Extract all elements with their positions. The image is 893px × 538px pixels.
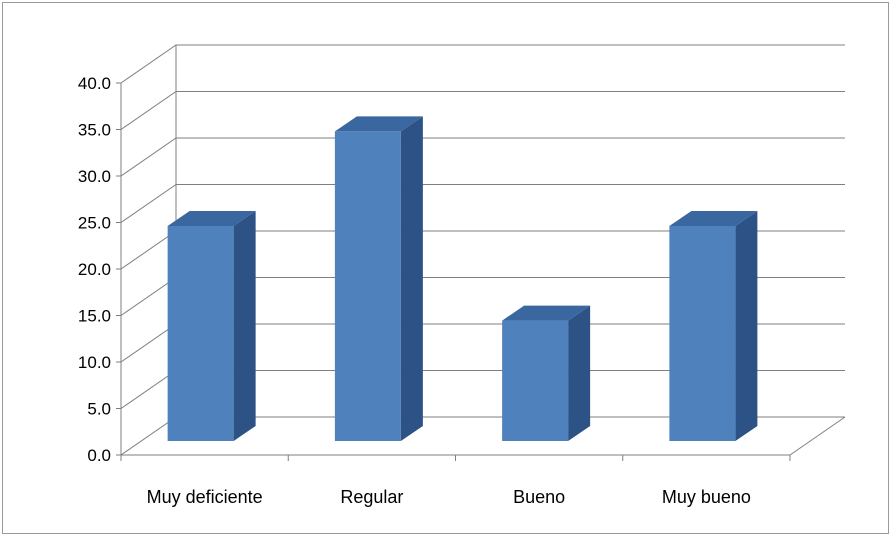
bars (167, 116, 758, 442)
floor-right-edge (789, 416, 846, 456)
bar-side (233, 211, 256, 441)
y-tick-label: 15.0 (78, 307, 111, 326)
y-tick-label: 35.0 (78, 121, 111, 140)
bar-front (669, 226, 736, 441)
category-label: Regular (340, 487, 403, 507)
gridline (120, 184, 845, 223)
bar-side (735, 211, 758, 441)
y-tick-label: 40.0 (78, 74, 111, 93)
bar-front (334, 131, 401, 441)
gridline (120, 137, 845, 177)
bar-side (568, 305, 591, 441)
category-labels: Muy deficiente Regular Bueno Muy bueno (147, 487, 751, 507)
y-tick-label: 0.0 (87, 446, 111, 465)
bar-front (502, 320, 569, 441)
bar-front (167, 226, 234, 441)
bar-chart: 0.0 5.0 10.0 15.0 20.0 25.0 30.0 35.0 40.0 Muy d… (78, 44, 846, 507)
y-tick-labels: 0.0 5.0 10.0 15.0 20.0 25.0 30.0 35.0 40.0 (78, 74, 121, 465)
bar (669, 211, 758, 441)
bar (167, 211, 256, 441)
gridline (120, 44, 845, 84)
y-tick-label: 25.0 (78, 214, 111, 233)
bar-top (334, 116, 423, 132)
y-tick-label: 30.0 (78, 167, 111, 186)
bar (502, 305, 591, 441)
category-label: Muy bueno (662, 487, 751, 507)
y-tick-label: 10.0 (78, 353, 111, 372)
y-tick-label: 5.0 (87, 400, 111, 419)
bar-side (400, 116, 423, 442)
category-label: Muy deficiente (147, 487, 263, 507)
bar (334, 116, 423, 442)
bar-top (502, 305, 591, 321)
bar-top (167, 211, 256, 226)
bar-top (669, 211, 758, 226)
category-label: Bueno (513, 487, 565, 507)
gridline (120, 91, 845, 130)
y-tick-label: 20.0 (78, 260, 111, 279)
